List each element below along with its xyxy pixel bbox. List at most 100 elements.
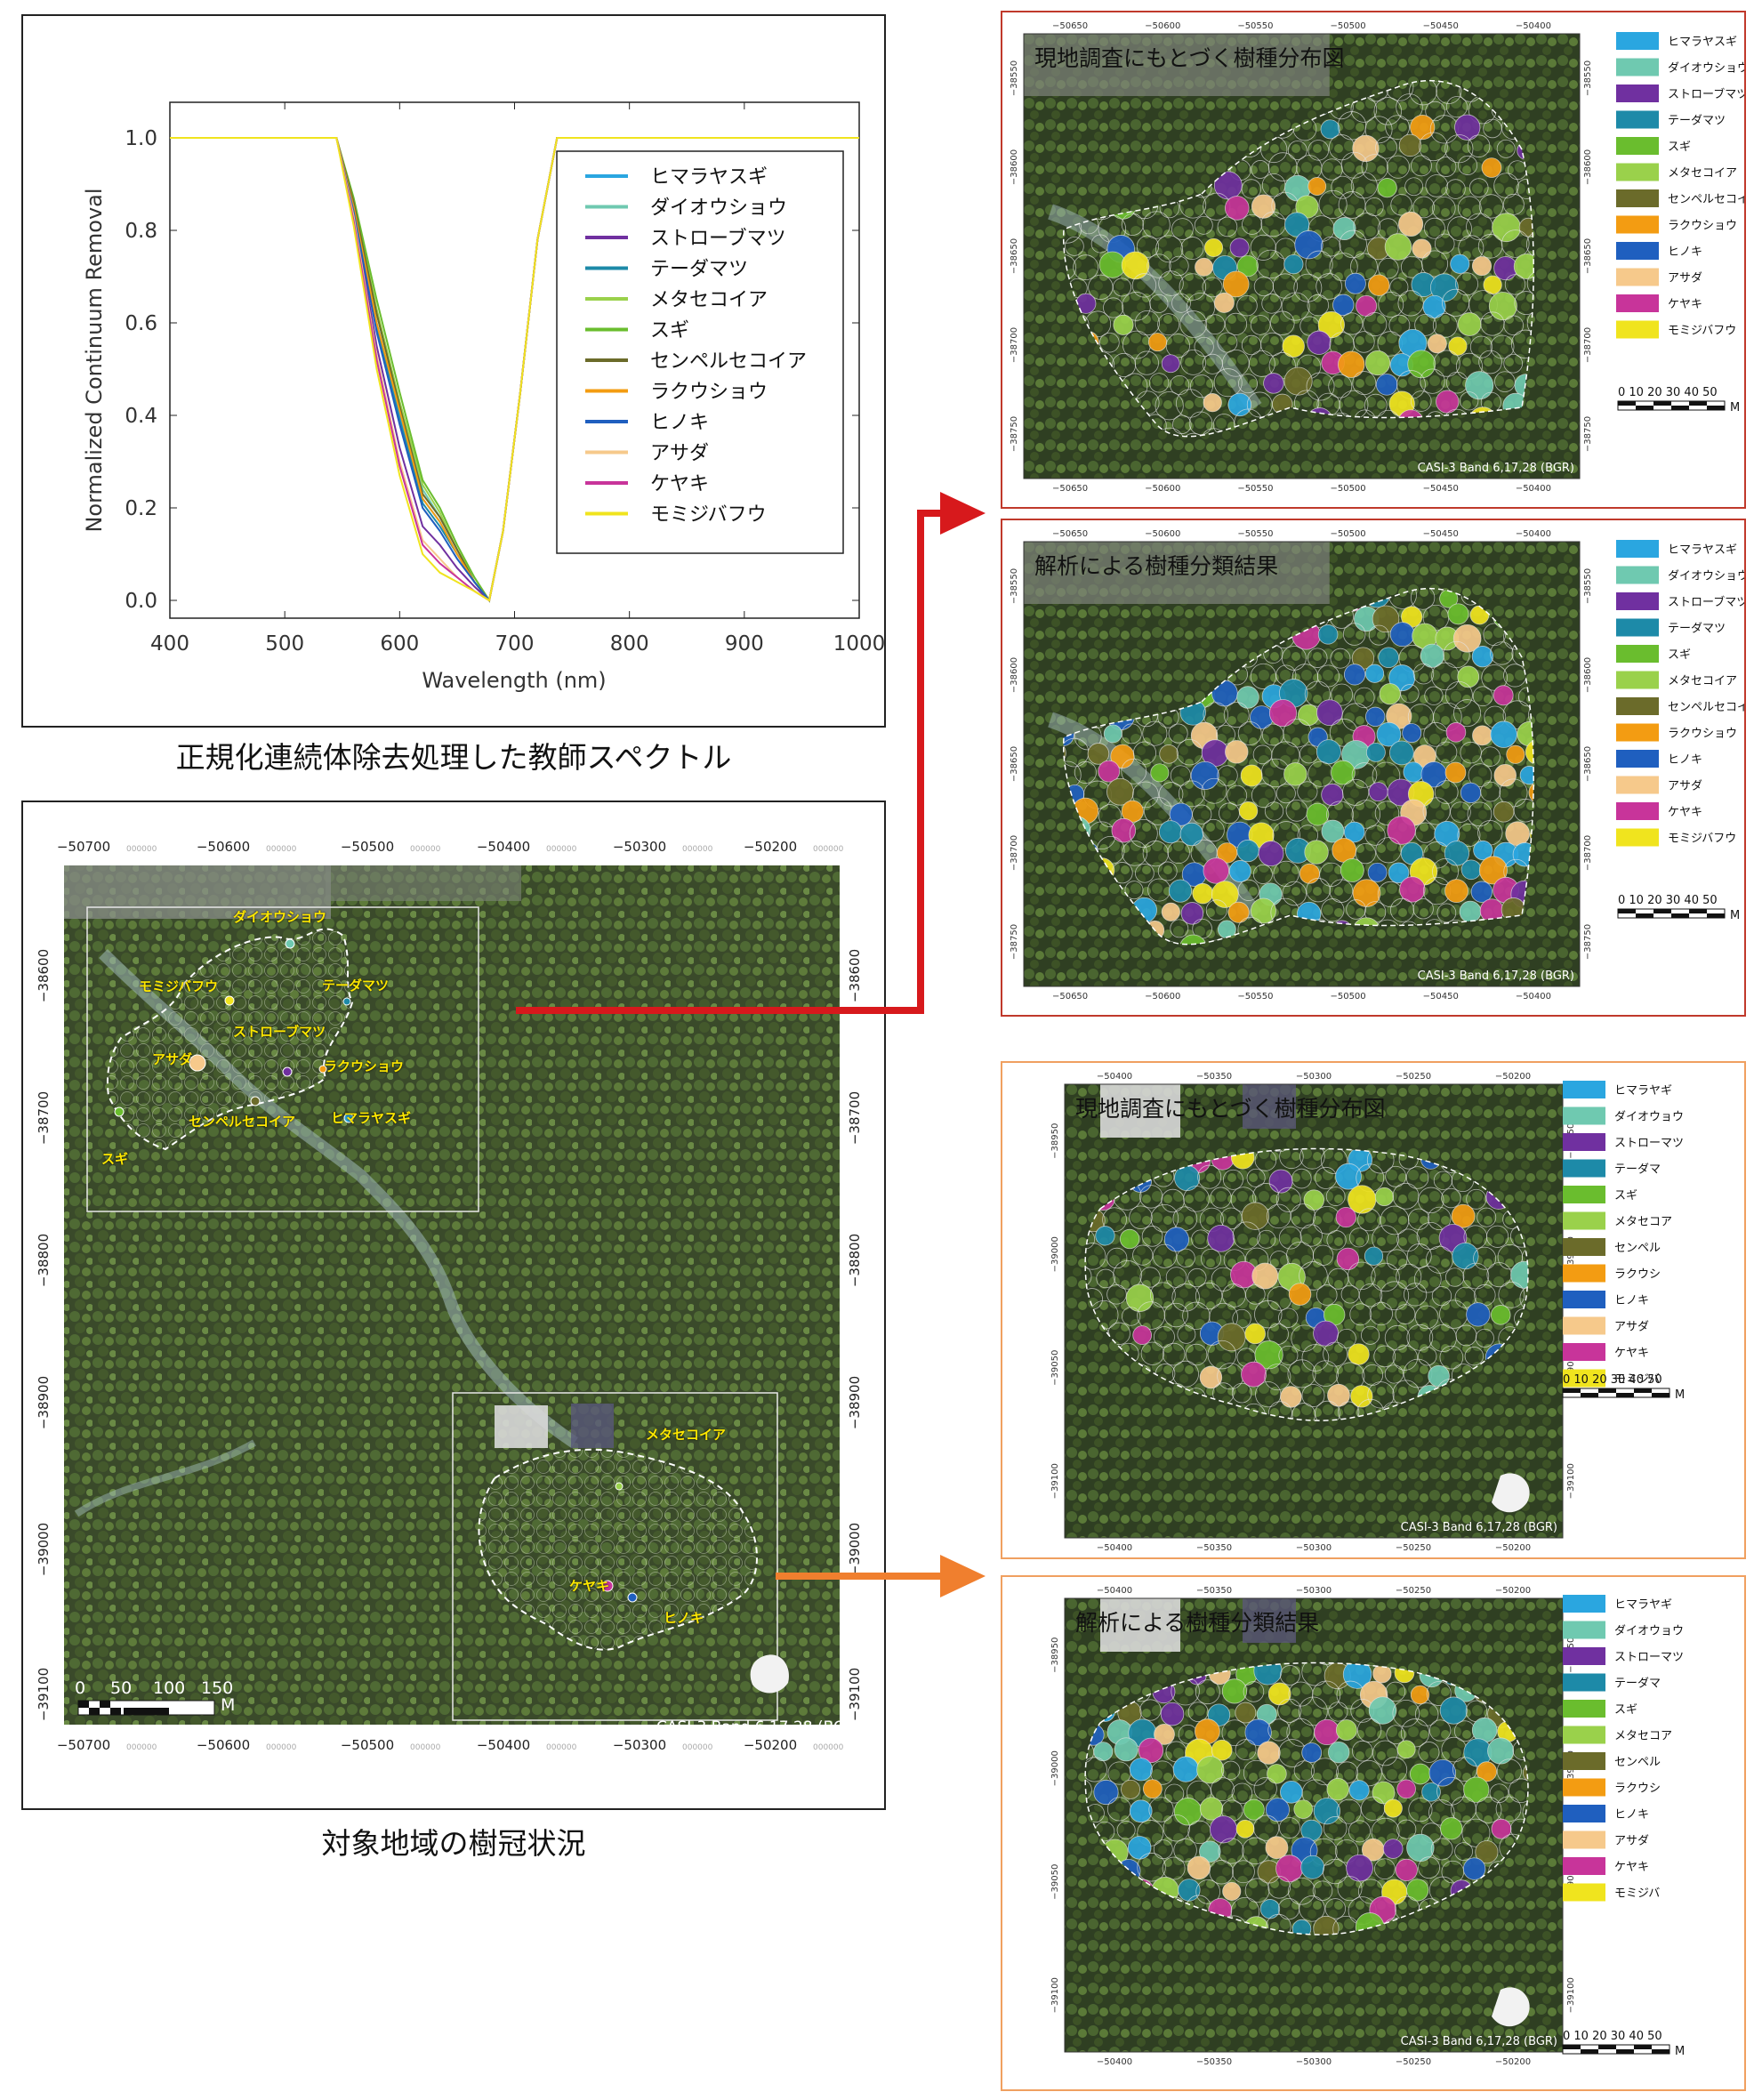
panel-y-tick: −39100 — [1050, 1977, 1060, 2013]
panel-x-tick: −50450 — [1423, 21, 1459, 31]
legend-swatch — [1616, 268, 1659, 286]
scale-number-100: 100 — [153, 1678, 186, 1698]
legend-swatch — [1563, 1805, 1605, 1822]
legend-swatch — [1616, 320, 1659, 339]
scale-number-150: 150 — [201, 1678, 234, 1698]
legend-swatch — [1616, 671, 1659, 689]
legend-swatch — [1616, 294, 1659, 312]
legend-swatch — [1563, 1316, 1605, 1335]
upper-aoi-box — [86, 906, 479, 1212]
panel-x-tick: −50400 — [1516, 992, 1551, 1002]
panel-x-tick: −50600 — [1145, 992, 1180, 1002]
x-tick-label: 500 — [265, 632, 304, 656]
overview-x-tick-suffix: 000000 — [682, 845, 713, 854]
panel-x-tick: −50350 — [1196, 1072, 1232, 1082]
legend-label: ストローマツ — [1614, 1651, 1684, 1664]
panel-scale-numbers: 0 10 20 30 40 50 — [1618, 386, 1718, 399]
legend-swatch — [1616, 697, 1659, 715]
legend-label: テーダマ — [1614, 1163, 1661, 1177]
legend-swatch — [1563, 1857, 1605, 1875]
panel-y-tick: −38750 — [1583, 924, 1593, 960]
legend-swatch — [1616, 776, 1659, 794]
legend-label: ヒマラヤスギ — [650, 166, 768, 189]
legend-label: センペルセコイア — [1668, 193, 1744, 206]
panel-y-tick: −38650 — [1583, 238, 1593, 274]
legend-label: テーダマツ — [650, 259, 748, 281]
label-semperusekoia: センペルセコイア — [189, 1114, 296, 1130]
legend-label: テーダマツ — [1668, 115, 1726, 128]
legend-swatch — [1616, 84, 1659, 102]
panel-x-tick: −50650 — [1052, 484, 1088, 494]
legend-label: ラクウシ — [1614, 1782, 1661, 1796]
label-asada: アサダ — [152, 1051, 193, 1067]
panel-x-tick: −50300 — [1296, 1586, 1332, 1596]
legend-label: アサダ — [1614, 1321, 1649, 1334]
panel-x-tick: −50500 — [1330, 529, 1365, 539]
panel-y-tick: −39050 — [1050, 1864, 1060, 1900]
legend-swatch — [1563, 1726, 1605, 1744]
overview-map-frame: −50700 000000 −50600 000000 −50500 000000 −504… — [21, 801, 886, 1810]
legend-swatch — [1616, 566, 1659, 584]
legend-label: センペル — [1614, 1756, 1661, 1769]
x-tick-label: 900 — [725, 632, 764, 656]
y-tick-label: 0.2 — [125, 497, 157, 520]
legend-swatch — [1616, 32, 1659, 50]
legend-label: ダイオウショウ — [650, 197, 787, 220]
panel-y-tick: −39100 — [1566, 1977, 1576, 2013]
overview-caption: 対象地域の樹冠状況 — [321, 1826, 586, 1861]
legend-swatch — [1616, 592, 1659, 610]
legend-swatch — [1616, 618, 1659, 637]
legend-swatch — [1563, 1238, 1605, 1256]
label-teedamatsu: テーダマツ — [322, 978, 390, 994]
legend-label: ケヤキ — [1614, 1861, 1649, 1874]
legend-swatch — [1616, 645, 1659, 663]
overview-scale-bar — [77, 1700, 215, 1716]
overview-x-tick: −50500 — [341, 839, 394, 855]
legend-label: ヒノキ — [1614, 1294, 1649, 1307]
panel-x-tick: −50300 — [1296, 1072, 1332, 1082]
panel-x-tick: −50450 — [1423, 992, 1459, 1002]
panel-y-tick: −38700 — [1583, 327, 1593, 363]
panel-x-tick: −50550 — [1237, 21, 1273, 31]
overview-x-tick: −50400 — [477, 1737, 530, 1753]
legend-swatch — [1616, 828, 1659, 847]
panel-x-tick: −50650 — [1052, 529, 1088, 539]
legend-label: センペルセコイア — [1668, 701, 1744, 714]
overview-y-tick: −38800 — [36, 1234, 52, 1287]
label-rakuusho: ラクウショウ — [324, 1058, 405, 1074]
panel-map: −50400 −50400 −50350 −50350 −50300 −50300 −502… — [1050, 1072, 1685, 1553]
legend-label: スギ — [650, 320, 689, 342]
legend-label: ダイオウョウ — [1614, 1625, 1684, 1638]
overview-y-tick: −39100 — [36, 1668, 52, 1721]
legend-label: ヒノキ — [650, 412, 709, 434]
panel-x-tick: −50350 — [1196, 1586, 1232, 1596]
panel-title: 現地調査にもとづく樹種分布図 — [1034, 45, 1345, 71]
panel-top-field: −50650 −50650 −50600 −50600 −50550 −50550 −505… — [1001, 11, 1746, 509]
overview-x-tick-suffix: 000000 — [266, 845, 297, 854]
panel-y-tick: −38700 — [1010, 327, 1019, 363]
legend-label: ヒマラヤギ — [1614, 1084, 1672, 1098]
panel-y-tick: −39050 — [1566, 1864, 1576, 1900]
overview-y-tick: −38800 — [847, 1234, 863, 1287]
panel-x-tick: −50400 — [1097, 2057, 1132, 2067]
legend-swatch — [1616, 540, 1659, 558]
overview-x-tick: −50400 — [477, 839, 530, 855]
legend-swatch — [1563, 1369, 1605, 1388]
spectrum-caption: 正規化連続体除去処理した教師スペクトル — [175, 740, 732, 775]
panel-x-tick: −50500 — [1330, 992, 1365, 1002]
panel-bottom-classified: −50400 −50400 −50350 −50350 −50300 −50300 −502… — [1001, 1575, 1746, 2091]
panel-x-tick: −50650 — [1052, 992, 1088, 1002]
panel-x-tick: −50350 — [1196, 2057, 1232, 2067]
panel-y-tick: −38700 — [1010, 835, 1019, 871]
panel-y-tick: −39100 — [1050, 1463, 1060, 1499]
y-tick-label: 0.8 — [125, 220, 157, 243]
panel-x-tick: −50600 — [1145, 21, 1180, 31]
legend-label: メタセコイア — [1668, 675, 1737, 688]
panel-map: −50650 −50650 −50600 −50600 −50550 −50550 −505… — [1010, 21, 1744, 494]
panel-y-tick: −38600 — [1583, 657, 1593, 693]
label-himarayasugi: ヒマラヤスギ — [331, 1110, 412, 1126]
panel-x-tick: −50350 — [1196, 1543, 1232, 1553]
red-arrow — [516, 510, 943, 1014]
panel-scale-numbers: 0 10 20 30 40 50 — [1618, 894, 1718, 907]
